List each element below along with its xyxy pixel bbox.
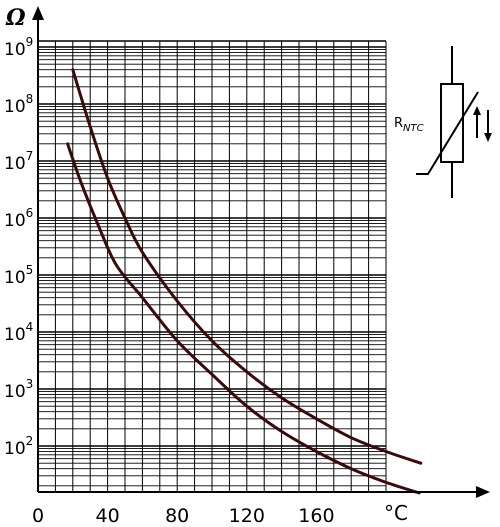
y-tick-base: 10: [4, 439, 26, 459]
series-layer: [66, 68, 423, 495]
x-tick-label: 120: [229, 505, 265, 527]
symbol-arrow-up-icon: [473, 106, 481, 115]
y-tick-label: 104: [4, 320, 33, 345]
x-tick-label: 0: [32, 505, 44, 527]
y-tick-exponent: 3: [26, 377, 34, 391]
y-axis-arrow: [32, 6, 44, 20]
y-tick-label: 102: [4, 434, 33, 459]
y-tick-exponent: 9: [26, 35, 34, 49]
symbol-label-sub: NTC: [403, 123, 424, 134]
x-tick-label: 160: [298, 505, 334, 527]
y-tick-exponent: 6: [26, 206, 34, 220]
y-tick-label: 107: [4, 149, 33, 174]
ntc-thermistor-symbol: RNTC: [394, 46, 492, 198]
series-line-2: [66, 142, 421, 495]
y-tick-base: 10: [4, 97, 26, 117]
symbol-label-main: R: [394, 116, 403, 131]
y-tick-label: 106: [4, 206, 33, 231]
y-tick-exponent: 5: [26, 263, 34, 277]
y-tick-exponent: 2: [26, 434, 34, 448]
symbol-slash: [416, 91, 479, 175]
y-axis-label: Ω: [5, 5, 26, 31]
y-tick-exponent: 4: [26, 320, 34, 334]
series-line-1: [71, 68, 423, 465]
y-tick-base: 10: [4, 268, 26, 288]
y-tick-exponent: 7: [26, 149, 34, 163]
y-tick-base: 10: [4, 40, 26, 60]
y-tick-label: 109: [4, 35, 33, 60]
y-tick-base: 10: [4, 154, 26, 174]
x-tick-label: 40: [96, 505, 120, 527]
x-axis-label: °C: [384, 501, 408, 525]
y-tick-label: 105: [4, 263, 33, 288]
x-tick-label: 80: [165, 505, 189, 527]
y-tick-label: 103: [4, 377, 33, 402]
symbol-arrow-down-icon: [484, 133, 492, 142]
axes: [32, 6, 490, 498]
y-tick-label: 108: [4, 92, 33, 117]
y-tick-base: 10: [4, 382, 26, 402]
symbol-label: RNTC: [394, 116, 424, 134]
y-tick-base: 10: [4, 325, 26, 345]
y-tick-base: 10: [4, 211, 26, 231]
y-tick-exponent: 8: [26, 92, 34, 106]
x-axis-arrow: [476, 486, 490, 498]
grid: [38, 40, 387, 492]
